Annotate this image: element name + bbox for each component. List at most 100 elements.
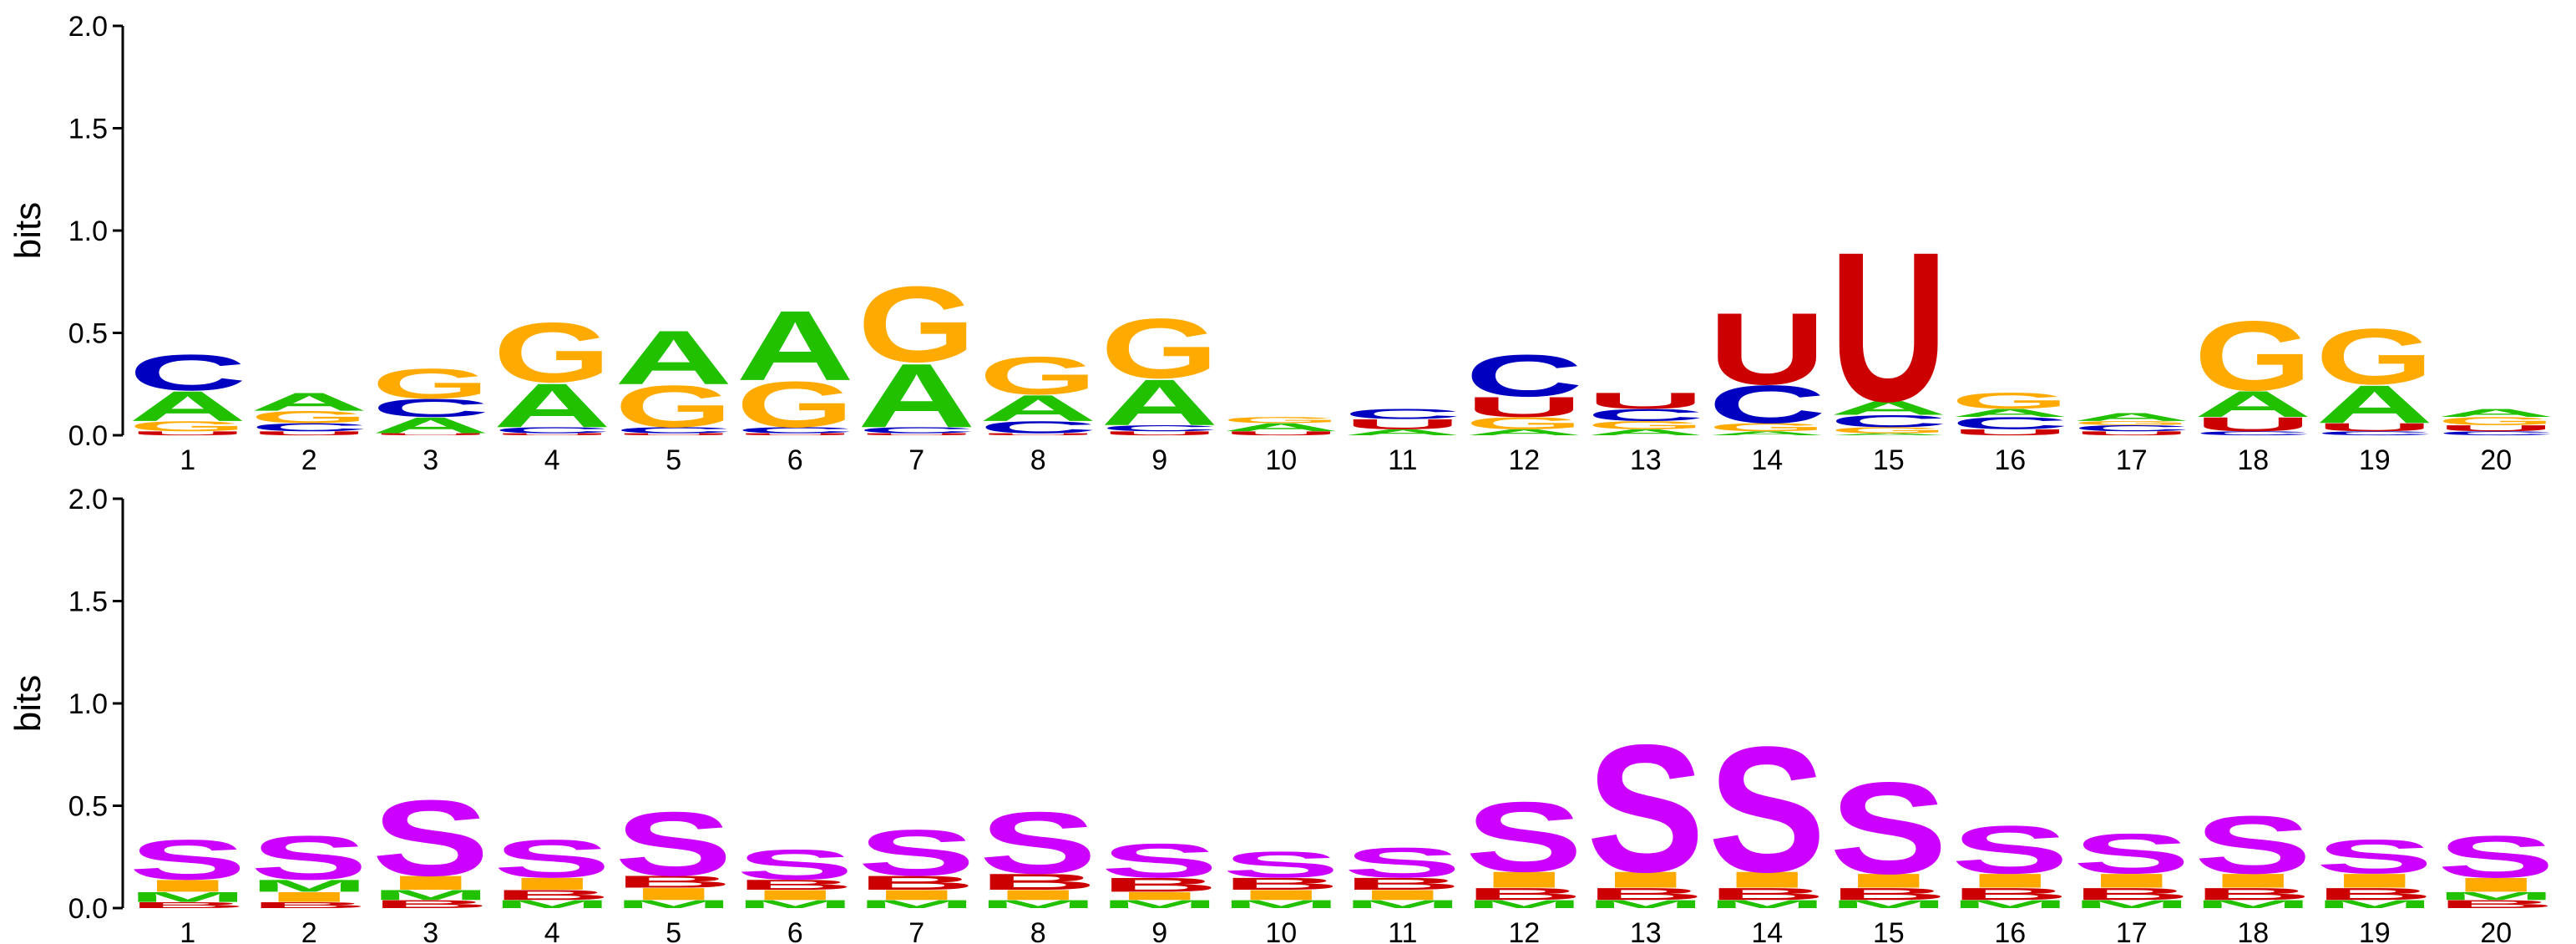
logo-letter-B: B (2194, 885, 2312, 904)
x-tick-label: 11 (1388, 917, 1417, 944)
logo-letter-U: U (1101, 430, 1218, 437)
logo-letter-U: U (2194, 414, 2312, 436)
logo-letter-G: G (1587, 419, 1704, 431)
logo-letter-S: S (2437, 824, 2555, 891)
x-tick-label: 20 (2480, 917, 2512, 944)
logo-letter-A: A (1708, 430, 1826, 437)
logo-letter-U: U (1344, 416, 1461, 432)
x-tick-label: 13 (1630, 444, 1662, 476)
x-tick-label: 12 (1508, 917, 1540, 944)
logo-letter-A: A (979, 388, 1097, 429)
logo-letter-G: G (1708, 421, 1826, 434)
x-tick-label: 17 (2116, 917, 2148, 944)
logo-letter-S: S (129, 828, 246, 891)
logo-letter-A: A (1830, 433, 1947, 436)
logo-letter-C: C (2437, 430, 2555, 437)
logo-letter-A: A (2072, 411, 2190, 424)
logo-letter-M: M (493, 898, 611, 911)
logo-letter-A: A (1951, 407, 2069, 419)
logo-letter-I: I (2194, 870, 2312, 892)
logo-letter-G: G (1222, 415, 1340, 424)
logo-letter-G: G (615, 373, 732, 440)
logo-letter-B: B (979, 869, 1097, 895)
logo-letter-U: U (129, 430, 246, 437)
logo-letter-I: I (1587, 867, 1704, 892)
logo-letter-I: I (1708, 867, 1826, 892)
x-tick-label: 7 (908, 917, 924, 944)
logo-letter-M: M (979, 898, 1097, 911)
logo-letter-B: B (736, 877, 854, 893)
x-tick-label: 12 (1508, 444, 1540, 476)
logo-letter-U: U (1708, 292, 1826, 406)
logo-letter-G: G (1951, 388, 2069, 414)
x-tick-label: 15 (1873, 917, 1905, 944)
logo-letter-B: B (493, 887, 611, 903)
x-tick-label: 10 (1265, 444, 1297, 476)
logo-letter-C: C (2072, 424, 2190, 433)
logo-letter-C: C (251, 421, 368, 434)
y-axis-title: bits (8, 675, 48, 732)
logo-letter-B: B (858, 871, 975, 894)
logo-letter-M: M (2437, 890, 2555, 902)
x-tick-label: 8 (1030, 917, 1046, 944)
logo-letter-S: S (1465, 782, 1583, 893)
logo-letter-G: G (858, 264, 975, 384)
logo-letter-G: G (2194, 300, 2312, 411)
logo-letter-I: I (979, 887, 1097, 903)
logo-letter-B: B (129, 901, 246, 910)
logo-letter-M: M (2072, 898, 2190, 911)
logo-letter-U: U (979, 433, 1097, 436)
x-tick-label: 4 (544, 444, 560, 476)
x-tick-label: 18 (2237, 917, 2269, 944)
x-tick-label: 6 (787, 444, 803, 476)
x-tick-label: 17 (2116, 444, 2148, 476)
y-tick-label: 2.0 (68, 484, 108, 515)
logo-letter-B: B (2072, 885, 2190, 904)
logo-letter-B: B (251, 901, 368, 910)
x-tick-label: 5 (666, 917, 681, 944)
logo-letter-C: C (1830, 412, 1947, 431)
logo-letter-A: A (129, 383, 246, 430)
logo-letter-I: I (2437, 874, 2555, 896)
logo-letter-B: B (372, 898, 489, 911)
x-tick-label: 19 (2359, 917, 2391, 944)
y-tick-label: 0.0 (68, 420, 108, 452)
y-axis-title: bits (8, 202, 48, 259)
logo-letter-C: C (1587, 405, 1704, 424)
x-tick-label: 16 (1994, 444, 2026, 476)
y-tick-label: 1.5 (68, 114, 108, 145)
logo-letter-C: C (736, 425, 854, 434)
logo-letter-G: G (129, 419, 246, 434)
logo-letter-G: G (979, 345, 1097, 405)
x-tick-label: 5 (666, 444, 681, 476)
logo-letter-C: C (1465, 343, 1583, 409)
logo-letter-C: C (129, 344, 246, 401)
x-tick-label: 14 (1751, 444, 1783, 476)
logo-letter-I: I (2072, 870, 2190, 892)
logo-letter-S: S (1708, 710, 1827, 910)
logo-letter-A: A (1344, 428, 1461, 437)
x-tick-label: 20 (2480, 444, 2512, 476)
logo-letter-U: U (372, 433, 489, 436)
logo-letter-C: C (2194, 430, 2312, 437)
logo-letter-M: M (1344, 898, 1461, 911)
logo-letter-S: S (2072, 822, 2190, 886)
logo-letter-B: B (1222, 874, 1340, 893)
logo-letter-M: M (1708, 898, 1826, 911)
logo-letter-U: U (493, 433, 611, 436)
logo-letter-C: C (2315, 430, 2433, 437)
logo-letter-C: C (372, 393, 489, 422)
x-tick-label: 16 (1994, 917, 2026, 944)
logo-letter-M: M (1101, 898, 1218, 911)
x-tick-label: 18 (2237, 444, 2269, 476)
y-tick-label: 0.0 (68, 893, 108, 925)
logo-letter-C: C (493, 425, 611, 434)
logo-letter-B: B (1344, 874, 1461, 893)
x-tick-label: 13 (1630, 917, 1662, 944)
logo-letter-B: B (1951, 885, 2069, 904)
x-tick-label: 14 (1751, 917, 1783, 944)
logo-letter-S: S (372, 779, 489, 899)
logo-letter-M: M (858, 898, 975, 911)
logo-letter-G: G (251, 408, 368, 427)
